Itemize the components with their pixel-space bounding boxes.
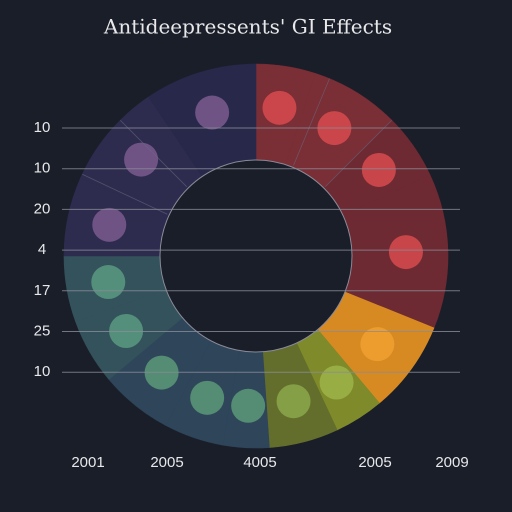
dot: [262, 90, 297, 125]
row-lines: [62, 127, 460, 373]
dot: [361, 152, 396, 187]
separator: [82, 173, 168, 215]
donut: [63, 63, 449, 449]
dot: [190, 380, 225, 415]
x-tick-label: 2001: [71, 454, 104, 471]
row-label: 10: [34, 160, 51, 177]
row-label: 4: [38, 241, 46, 258]
dot: [195, 95, 230, 130]
row-label: 25: [34, 322, 51, 339]
separator: [119, 119, 187, 187]
dot: [91, 265, 126, 300]
dot: [231, 388, 266, 423]
x-tick-label: 4005: [243, 454, 276, 471]
row-label: 10: [34, 363, 51, 380]
x-tick-label: 2005: [358, 454, 391, 471]
separator: [325, 119, 393, 187]
row-label: 20: [34, 200, 51, 217]
x-tick-label: 2009: [435, 454, 468, 471]
dot: [92, 207, 127, 242]
dot: [360, 327, 395, 362]
dot: [319, 365, 354, 400]
chart-title: Antideepressents' GI Effects: [103, 15, 392, 39]
separator: [293, 78, 330, 166]
donut-hole: [159, 159, 353, 353]
dot: [276, 384, 311, 419]
dot: [124, 142, 159, 177]
row-label: 17: [34, 282, 51, 299]
dot: [388, 235, 423, 270]
x-tick-label: 2005: [150, 454, 183, 471]
row-label: 10: [34, 119, 51, 136]
